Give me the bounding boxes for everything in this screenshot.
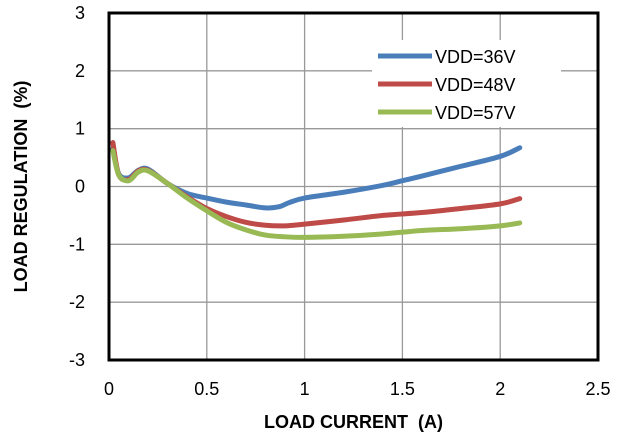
legend-label-1: VDD=36V bbox=[435, 47, 516, 67]
x-tick-label: 2 bbox=[495, 379, 505, 399]
legend: VDD=36V VDD=48V VDD=57V bbox=[372, 40, 561, 127]
y-tick-label: 1 bbox=[75, 119, 85, 139]
y-tick-label: -1 bbox=[69, 234, 85, 254]
legend-label-2: VDD=48V bbox=[435, 75, 516, 95]
y-axis-title: LOAD REGULATION (%) bbox=[11, 81, 31, 293]
legend-label-3: VDD=57V bbox=[435, 103, 516, 123]
series-line-2 bbox=[110, 140, 523, 229]
x-axis-tick-labels: 0 0.5 1 1.5 2 2.5 bbox=[104, 379, 611, 399]
x-tick-label: 0 bbox=[104, 379, 114, 399]
y-tick-label: -3 bbox=[69, 350, 85, 370]
x-tick-label: 2.5 bbox=[585, 379, 610, 399]
series-line-1 bbox=[110, 145, 523, 211]
y-tick-label: 3 bbox=[75, 3, 85, 23]
x-axis-title: LOAD CURRENT (A) bbox=[264, 412, 443, 432]
series-line-3 bbox=[110, 148, 523, 240]
y-axis-tick-labels: 3 2 1 0 -1 -2 -3 bbox=[69, 3, 85, 370]
plot-area-frame bbox=[107, 11, 600, 362]
y-tick-label: -2 bbox=[69, 292, 85, 312]
x-tick-label: 0.5 bbox=[194, 379, 219, 399]
x-tick-label: 1 bbox=[300, 379, 310, 399]
y-tick-label: 0 bbox=[75, 177, 85, 197]
x-tick-label: 1.5 bbox=[390, 379, 415, 399]
y-tick-label: 2 bbox=[75, 61, 85, 81]
series-lines bbox=[110, 140, 523, 240]
